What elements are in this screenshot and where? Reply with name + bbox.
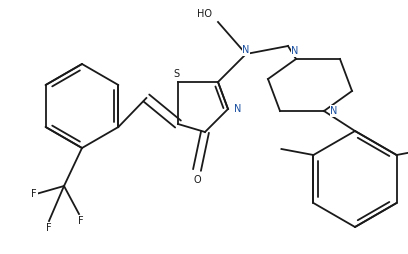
Text: F: F bbox=[78, 216, 84, 226]
Text: N: N bbox=[291, 46, 299, 56]
Text: N: N bbox=[242, 45, 250, 55]
Text: N: N bbox=[330, 106, 338, 116]
Text: S: S bbox=[173, 69, 179, 79]
Text: N: N bbox=[234, 104, 242, 114]
Text: HO: HO bbox=[197, 9, 212, 19]
Text: O: O bbox=[193, 175, 201, 185]
Text: F: F bbox=[31, 189, 37, 199]
Text: F: F bbox=[46, 223, 52, 233]
